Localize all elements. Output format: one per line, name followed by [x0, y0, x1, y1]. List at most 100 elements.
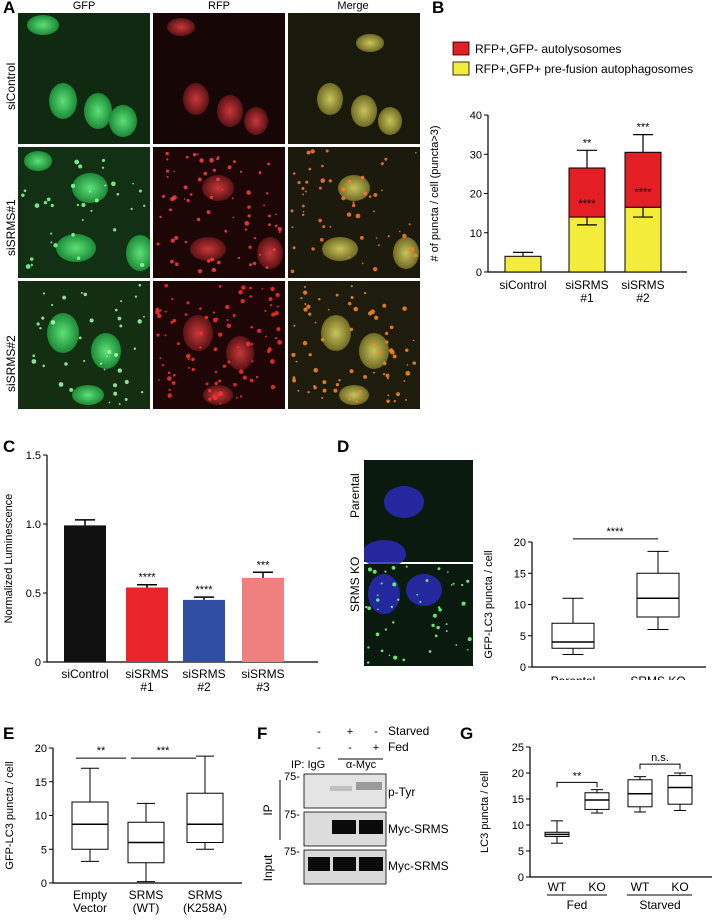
punctum [233, 382, 237, 387]
chart-d: 0 5 10 15 20 GFP-LC3 puncta / cell Parental SRM… [483, 526, 706, 680]
significance-inner: **** [578, 198, 596, 210]
f-r2-m3: + [373, 742, 379, 754]
punctum [270, 359, 275, 364]
punctum [112, 228, 117, 232]
punctum [165, 151, 169, 156]
punctum [335, 293, 339, 297]
y-tick-label: 20 [35, 743, 47, 755]
significance-inner: **** [634, 186, 652, 198]
punctum [170, 259, 174, 264]
significance: *** [157, 745, 171, 757]
punctum [103, 368, 106, 371]
punctum [325, 149, 329, 153]
f-band-myc-ip: Myc-SRMS [388, 822, 449, 836]
punctum [183, 185, 188, 190]
x-tick-label: siSRMS #1 [125, 667, 168, 694]
punctum [318, 297, 321, 301]
f-band-myc-input: Myc-SRMS [388, 859, 449, 873]
punctum [42, 292, 45, 295]
punctum [50, 203, 54, 208]
micrograph-grid [18, 13, 420, 409]
punctum [116, 192, 120, 196]
punctum [318, 218, 322, 223]
x-tick-label: siSRMS #2 [182, 667, 225, 694]
punctum [189, 193, 193, 196]
punctum [250, 325, 253, 329]
punctum [396, 392, 401, 397]
punctum [341, 187, 346, 192]
f-cond-starved: Starved [388, 724, 429, 738]
punctum [291, 226, 294, 229]
punctum [392, 582, 397, 587]
x-tick-label: SRMS (K258A) [183, 888, 227, 915]
punctum [377, 350, 381, 355]
punctum [346, 212, 352, 217]
punctum [78, 336, 82, 340]
punctum [210, 257, 215, 262]
punctum [224, 229, 228, 233]
punctum [209, 195, 214, 200]
punctum [352, 201, 355, 204]
punctum [353, 306, 359, 312]
punctum [94, 198, 99, 203]
punctum [302, 213, 305, 217]
x-tick-label: KO [671, 880, 688, 894]
punctum [375, 237, 378, 239]
punctum [405, 565, 408, 568]
punctum [216, 317, 219, 320]
punctum [275, 213, 277, 216]
punctum [277, 226, 282, 232]
punctum [295, 360, 298, 363]
punctum [81, 202, 86, 208]
punctum [76, 203, 80, 207]
d-micrographs [364, 460, 473, 666]
group-label-starved: Starved [639, 898, 680, 912]
punctum [452, 582, 455, 585]
x-tick-label: SRMS (WT) [129, 888, 164, 915]
punctum [83, 292, 88, 297]
punctum [216, 260, 221, 265]
punctum [184, 313, 188, 316]
punctum [445, 623, 448, 626]
punctum [350, 285, 353, 288]
punctum [107, 349, 112, 355]
punctum [387, 394, 390, 397]
punctum [327, 308, 330, 311]
punctum [167, 371, 171, 375]
punctum [274, 310, 279, 316]
f-r1-m2: + [347, 726, 353, 738]
punctum [111, 181, 116, 187]
box [71, 801, 109, 850]
punctum [157, 313, 162, 319]
significance: **** [195, 584, 213, 596]
punctum [171, 381, 176, 385]
punctum [137, 319, 142, 324]
punctum [241, 285, 246, 290]
punctum [216, 157, 219, 161]
punctum [434, 634, 438, 638]
punctum [387, 235, 390, 238]
punctum [397, 598, 400, 601]
punctum [117, 368, 122, 373]
punctum [70, 183, 75, 189]
punctum [62, 295, 67, 300]
western-blot-f: - + - Starved - - + Fed IP: IgG α-Myc 75… [261, 724, 449, 885]
y-tick-label: 5 [41, 844, 47, 856]
punctum [192, 152, 197, 157]
y-tick-label: 1.5 [26, 450, 41, 462]
punctum [377, 244, 380, 247]
punctum [222, 364, 227, 368]
punctum [408, 223, 411, 226]
punctum [53, 243, 58, 248]
punctum [384, 570, 387, 573]
punctum [164, 283, 168, 288]
punctum [361, 262, 364, 265]
punctum [226, 318, 229, 322]
chart-e-plot: 0 5 10 15 20 GFP-LC3 puncta / cell Empty Vector… [4, 743, 242, 915]
punctum [156, 242, 160, 246]
punctum [167, 393, 172, 398]
punctum [237, 345, 240, 349]
punctum [373, 210, 375, 213]
significance: n.s. [651, 752, 669, 764]
bar-b-yellow [504, 255, 542, 273]
